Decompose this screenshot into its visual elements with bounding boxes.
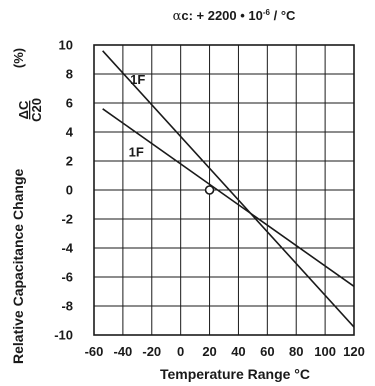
x-tick-label: 0 [177, 344, 184, 359]
y-axis-fraction-denominator: C20 [29, 98, 44, 122]
x-tick-label: 120 [343, 344, 365, 359]
y-axis-unit-text: (%) [11, 48, 26, 68]
x-tick-label: -20 [142, 344, 161, 359]
chart-title: αc: + 2200 • 10-6 / °C [173, 8, 296, 24]
y-axis-fraction: ΔC C20 [16, 98, 44, 122]
y-tick-label: -10 [54, 328, 73, 343]
x-tick-labels: -60 -40 -20 0 20 40 60 80 100 120 [85, 344, 365, 359]
x-tick-label: -60 [85, 344, 104, 359]
y-axis-label: Relative Capacitance Change [10, 168, 26, 364]
y-tick-label: 10 [59, 38, 73, 53]
y-axis-unit: (%) [11, 48, 26, 68]
x-axis-label: Temperature Range °C [160, 366, 310, 382]
series-line-1 [102, 50, 354, 329]
series-line-2 [102, 108, 354, 288]
x-tick-label: 60 [260, 344, 274, 359]
x-tick-label: 20 [202, 344, 216, 359]
y-tick-label: 2 [66, 154, 73, 169]
y-tick-label: -4 [61, 241, 73, 256]
y-axis-label-text: Relative Capacitance Change [10, 168, 26, 364]
y-tick-label: -8 [61, 299, 73, 314]
x-tick-label: 100 [314, 344, 336, 359]
y-tick-label: 0 [66, 183, 73, 198]
reference-point-marker [204, 185, 215, 195]
y-axis-fraction-numerator: ΔC [16, 100, 31, 119]
x-tick-label: 80 [289, 344, 303, 359]
y-tick-label: 6 [66, 96, 73, 111]
grid [93, 44, 355, 336]
y-tick-labels: 10 8 6 4 2 0 -2 -4 -6 -8 -10 [54, 38, 74, 343]
y-tick-label: -2 [61, 212, 73, 227]
y-tick-label: 4 [66, 125, 74, 140]
x-tick-label: 40 [231, 344, 245, 359]
x-tick-label: -40 [113, 344, 132, 359]
series-label-2: 1F [129, 145, 144, 160]
y-tick-label: 8 [66, 67, 73, 82]
y-tick-label: -6 [61, 270, 73, 285]
series-label-1: 1F [130, 72, 145, 87]
series-group: 1F 1F [102, 50, 354, 329]
